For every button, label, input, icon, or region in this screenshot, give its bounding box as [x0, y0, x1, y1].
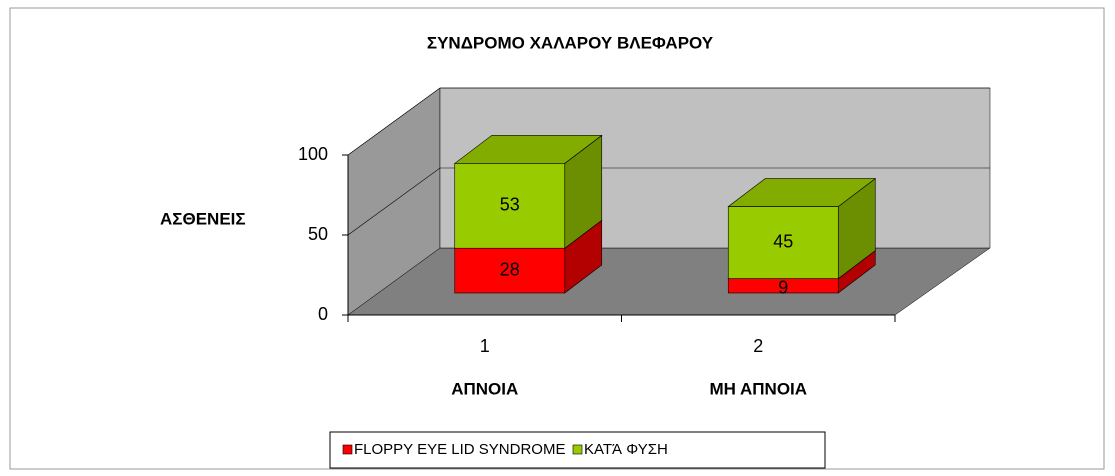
- bar: [454, 247, 566, 294]
- x-tick-label: 2: [753, 336, 763, 356]
- category-name: ΜΗ ΑΠΝΟΙΑ: [709, 379, 807, 398]
- x-tick-label: 1: [480, 336, 490, 356]
- y-axis-label: ΑΣΘΕΝΕΙΣ: [160, 209, 246, 228]
- category-name: ΑΠΝΟΙΑ: [451, 379, 518, 398]
- y-tick-label: 50: [308, 224, 328, 244]
- legend-swatch: [342, 444, 353, 455]
- bar: [727, 206, 839, 279]
- grid-line: [347, 167, 990, 236]
- legend-swatch: [572, 444, 583, 455]
- y-tick-label: 0: [318, 304, 328, 324]
- legend-label: FLOPPY EYE LID SYNDROME: [354, 441, 565, 458]
- bar: [454, 163, 566, 249]
- floor: [347, 247, 991, 316]
- chart-title: ΣΥΝΔΡΟΜΟ ΧΑΛΑΡΟΥ ΒΛΕΦΑΡΟΥ: [427, 33, 714, 52]
- y-tick-label: 100: [298, 144, 328, 164]
- data-label: 9: [778, 278, 788, 298]
- grid-line: [347, 87, 990, 156]
- legend-label: ΚΑΤΆ ΦΥΣΗ: [584, 441, 668, 458]
- data-label: 53: [500, 195, 520, 215]
- data-label: 45: [773, 231, 793, 251]
- data-label: 28: [500, 259, 520, 279]
